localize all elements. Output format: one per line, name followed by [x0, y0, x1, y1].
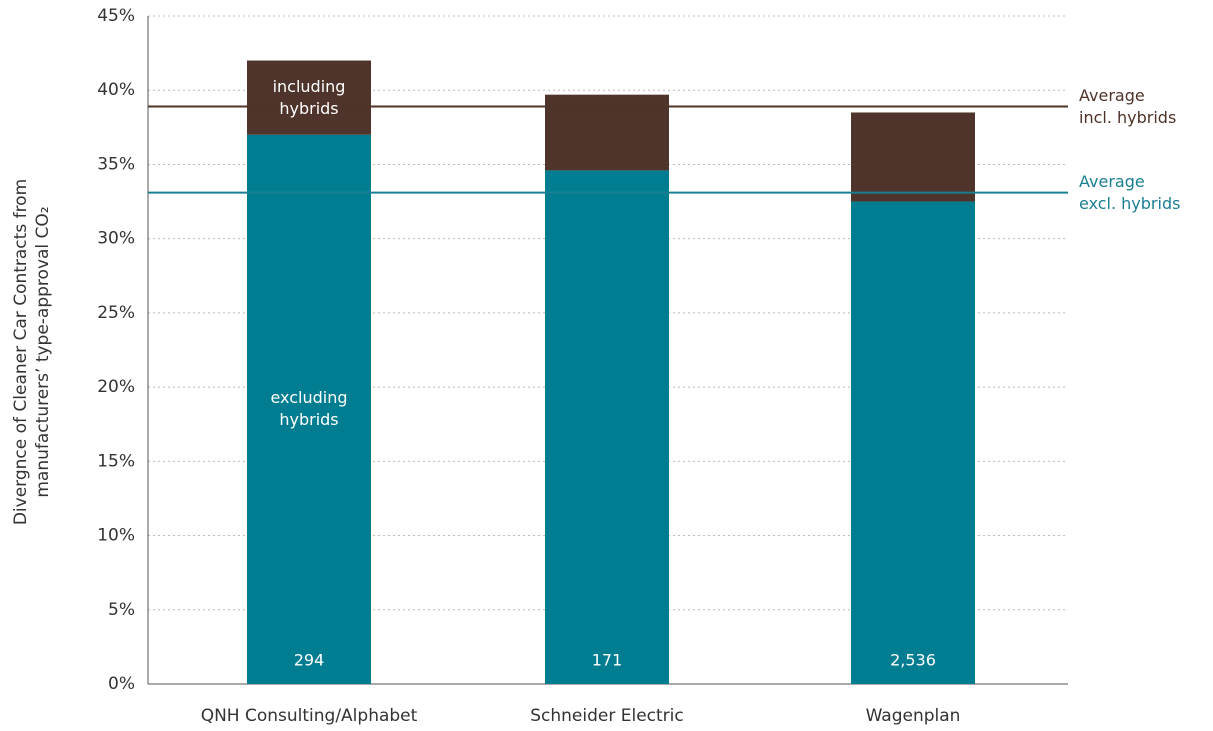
- sample-size: 294: [294, 651, 325, 670]
- y-tick-label: 45%: [97, 6, 135, 26]
- reference-label: Average incl. hybrids: [1079, 85, 1177, 127]
- y-tick-label: 0%: [108, 674, 135, 694]
- bar-segment: [545, 170, 669, 685]
- bar-segment: [247, 60, 371, 135]
- y-tick-label: 35%: [97, 154, 135, 174]
- segment-label: including hybrids: [272, 76, 346, 118]
- y-tick-label: 20%: [97, 377, 135, 397]
- y-tick-label: 5%: [108, 600, 135, 620]
- y-tick-label: 40%: [97, 80, 135, 100]
- sample-size: 171: [592, 651, 623, 670]
- y-tick-label: 10%: [97, 526, 135, 546]
- x-tick-label: QNH Consulting/Alphabet: [201, 706, 418, 726]
- y-tick-label: 25%: [97, 303, 135, 323]
- reference-label: Average excl. hybrids: [1079, 171, 1181, 213]
- segment-label: excluding hybrids: [270, 388, 348, 430]
- sample-size: 2,536: [890, 651, 936, 670]
- x-tick-label: Wagenplan: [866, 706, 961, 726]
- y-tick-label: 30%: [97, 229, 135, 249]
- y-axis-title: Divergnce of Cleaner Car Contracts from …: [11, 178, 53, 526]
- bar-segment: [851, 112, 975, 202]
- y-tick-label: 15%: [97, 451, 135, 471]
- x-tick-label: Schneider Electric: [530, 706, 684, 726]
- bar-segment: [247, 134, 371, 684]
- bar-segment: [851, 201, 975, 685]
